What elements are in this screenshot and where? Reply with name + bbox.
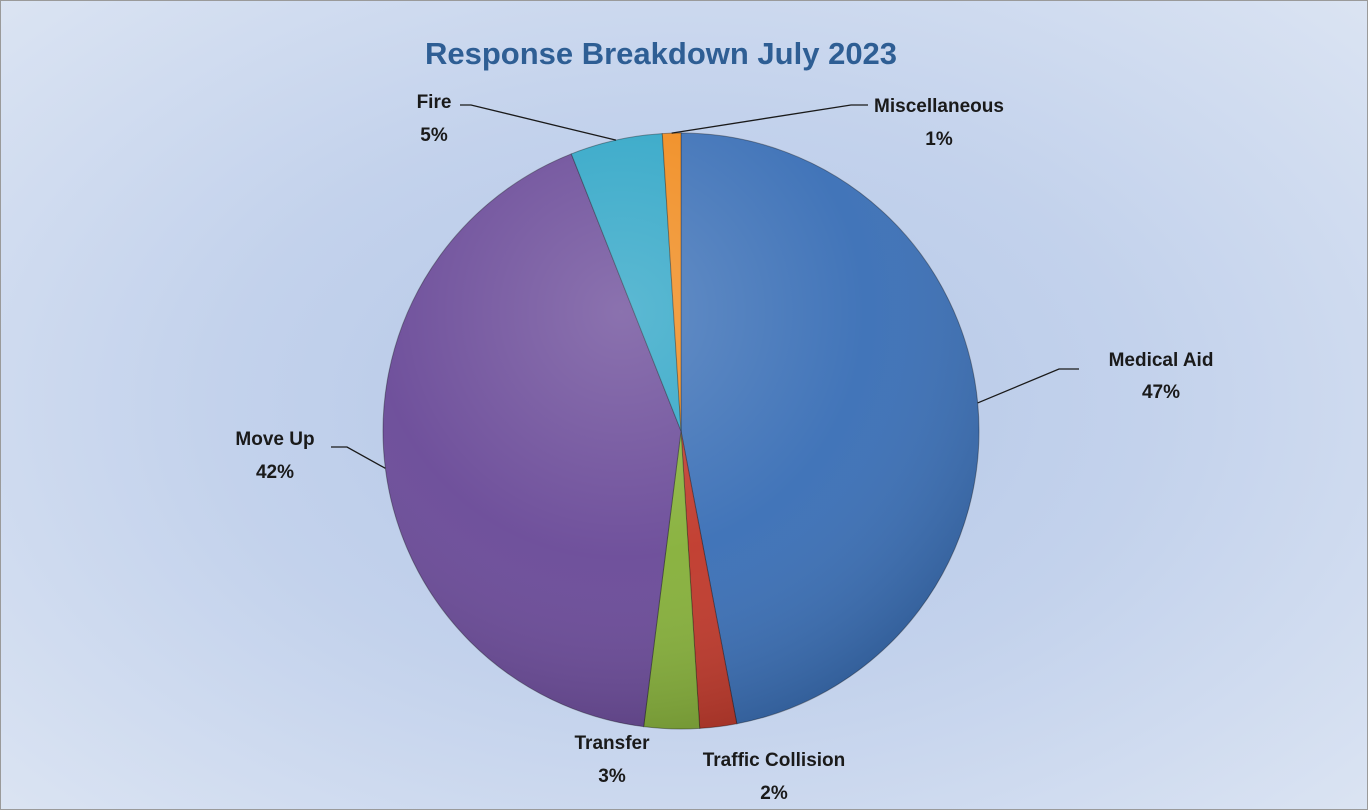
value-medical-aid: 47% [1142, 382, 1180, 403]
leader-line-medical-aid [977, 368, 1079, 404]
leader-line-move-up [331, 446, 386, 469]
label-transfer: Transfer [575, 733, 651, 754]
leader-line-fire [460, 104, 617, 141]
value-fire: 5% [420, 125, 448, 146]
slice-labels: Medical Aid 47% Traffic Collision 2% Transfe… [235, 92, 1213, 804]
leader-line-miscellaneous [671, 104, 868, 134]
chart-title: Response Breakdown July 2023 [425, 36, 897, 71]
label-move-up: Move Up [235, 429, 314, 450]
label-traffic-collision: Traffic Collision [703, 750, 846, 771]
pie-slices [382, 132, 980, 730]
value-move-up: 42% [256, 462, 294, 483]
label-miscellaneous: Miscellaneous [874, 96, 1004, 117]
value-miscellaneous: 1% [925, 129, 953, 150]
value-transfer: 3% [598, 766, 626, 787]
value-traffic-collision: 2% [760, 783, 788, 804]
slice-medical-aid [680, 132, 980, 725]
label-medical-aid: Medical Aid [1109, 350, 1214, 371]
label-fire: Fire [417, 92, 452, 113]
